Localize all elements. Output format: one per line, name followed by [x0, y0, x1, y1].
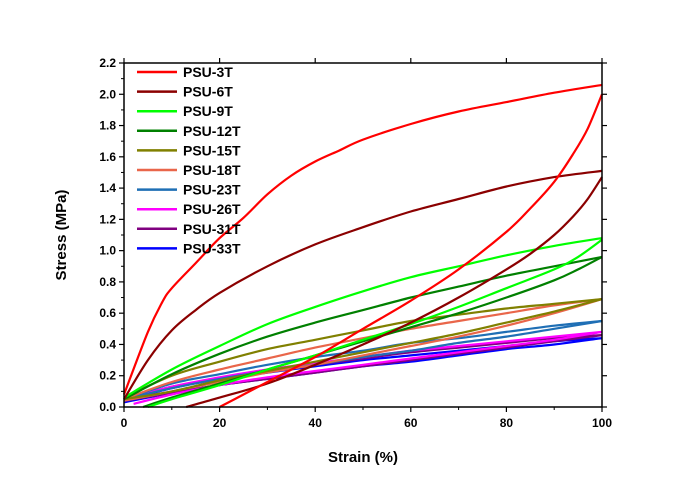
x-tick-label: 40 [309, 416, 323, 430]
series-psu-15t-unloading-line [123, 298, 603, 401]
y-tick-label: 0.8 [99, 275, 116, 289]
series-psu-6t-loading-line [123, 169, 603, 400]
x-tick-label: 80 [500, 416, 514, 430]
series-psu-23t-loading-line [123, 319, 603, 401]
legend-label-psu-33t: PSU-33T [183, 240, 241, 256]
y-tick-label: 1.0 [99, 244, 116, 258]
y-tick-label: 1.4 [99, 181, 116, 195]
series-psu-18t-unloading-line [123, 298, 603, 402]
series-psu-9t-loading-line [123, 237, 603, 399]
series-psu-15t-loading-line [123, 298, 603, 399]
series-psu-18t-loading-line [123, 298, 603, 401]
series-psu-23t-unloading-line [123, 319, 603, 401]
legend-label-psu-6t: PSU-6T [183, 84, 233, 100]
legend-label-psu-12t: PSU-12T [183, 123, 241, 139]
legend-label-psu-18t: PSU-18T [183, 162, 241, 178]
y-tick-label: 0.2 [99, 369, 116, 383]
axis-layer: 0 20 40 60 80 100 0.0 0.2 0.4 0.6 0.8 1.0 1.2 1.4 1.6 1… [99, 56, 612, 430]
series-psu-3t-loading-line [122, 83, 603, 395]
y-axis-title: Stress (MPa) [53, 190, 70, 281]
x-tick-label: 60 [404, 416, 418, 430]
y-tick-label: 1.6 [99, 150, 116, 164]
x-tick-label: 20 [213, 416, 227, 430]
legend-label-psu-3t: PSU-3T [183, 64, 233, 80]
legend-label-psu-31t: PSU-31T [183, 221, 241, 237]
x-axis-title: Strain (%) [328, 449, 398, 466]
x-tick-label: 0 [121, 416, 128, 430]
legend-label-psu-9t: PSU-9T [183, 103, 233, 119]
y-tick-label: 0.6 [99, 306, 116, 320]
y-tick-label: 0.4 [99, 337, 116, 351]
series-psu-3t-unloading-line [219, 93, 604, 408]
series-psu-6t-unloading-line [185, 176, 603, 409]
y-tick-label: 1.8 [99, 119, 116, 133]
series-psu-9t-unloading-line [147, 238, 603, 409]
legend-label-psu-15t: PSU-15T [183, 142, 241, 158]
y-tick-label: 2.2 [99, 56, 116, 70]
series-psu-12t-loading-line [123, 255, 603, 401]
series-layer [122, 83, 604, 409]
y-tick-label: 0.0 [99, 400, 116, 414]
legend: PSU-3T PSU-6T PSU-9T PSU-12T PSU-15T PSU-18T P… [137, 64, 241, 256]
y-tick-label: 2.0 [99, 87, 116, 101]
x-tick-label: 100 [592, 416, 612, 430]
legend-label-psu-26t: PSU-26T [183, 201, 241, 217]
y-tick-label: 1.2 [99, 212, 116, 226]
legend-label-psu-23t: PSU-23T [183, 182, 241, 198]
